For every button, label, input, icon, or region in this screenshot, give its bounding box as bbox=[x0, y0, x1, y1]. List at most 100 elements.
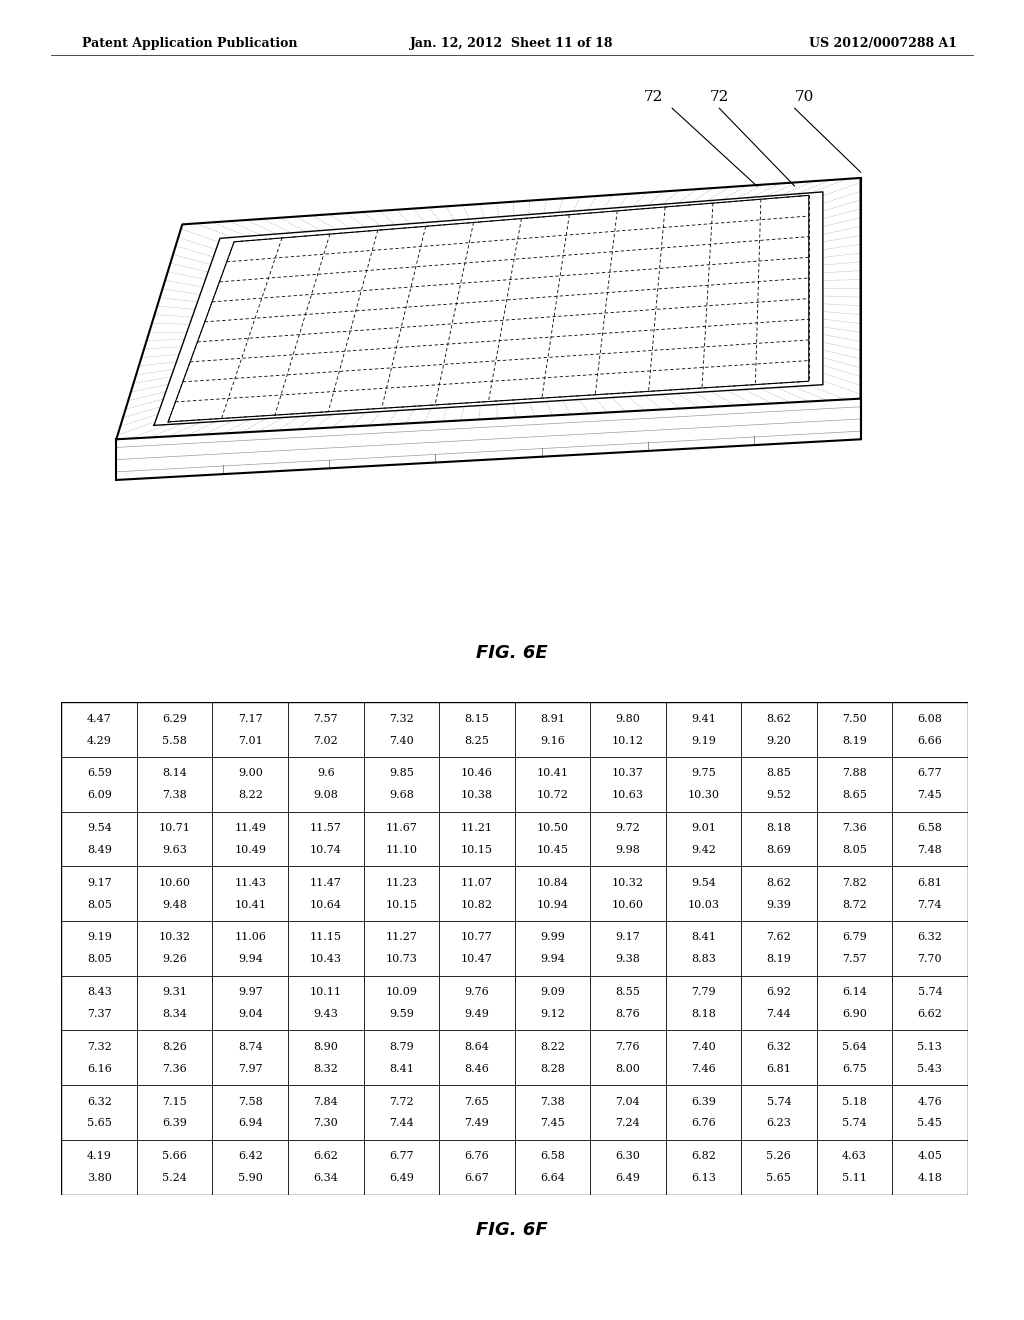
Text: 8.28: 8.28 bbox=[540, 1064, 565, 1073]
Text: 6.62: 6.62 bbox=[918, 1008, 942, 1019]
Text: 5.64: 5.64 bbox=[842, 1041, 867, 1052]
Text: 9.99: 9.99 bbox=[540, 932, 565, 942]
Text: 10.15: 10.15 bbox=[385, 900, 418, 909]
Text: 8.79: 8.79 bbox=[389, 1041, 414, 1052]
Text: 10.32: 10.32 bbox=[159, 932, 190, 942]
Text: 9.63: 9.63 bbox=[162, 845, 187, 855]
Text: 6.67: 6.67 bbox=[465, 1173, 489, 1183]
Text: 8.05: 8.05 bbox=[842, 845, 867, 855]
Text: 10.11: 10.11 bbox=[309, 987, 342, 997]
Text: 7.82: 7.82 bbox=[842, 878, 866, 888]
Text: 7.45: 7.45 bbox=[540, 1118, 564, 1129]
Text: 7.40: 7.40 bbox=[691, 1041, 716, 1052]
Text: 10.71: 10.71 bbox=[159, 824, 190, 833]
Text: 5.26: 5.26 bbox=[766, 1151, 792, 1162]
Text: 6.77: 6.77 bbox=[389, 1151, 414, 1162]
Text: 9.98: 9.98 bbox=[615, 845, 640, 855]
Text: 9.09: 9.09 bbox=[540, 987, 565, 997]
Text: 10.73: 10.73 bbox=[385, 954, 417, 965]
Text: 10.46: 10.46 bbox=[461, 768, 493, 779]
Text: 11.47: 11.47 bbox=[310, 878, 342, 888]
Text: 7.48: 7.48 bbox=[918, 845, 942, 855]
Text: 11.07: 11.07 bbox=[461, 878, 493, 888]
Text: 5.11: 5.11 bbox=[842, 1173, 867, 1183]
Text: 5.74: 5.74 bbox=[918, 987, 942, 997]
Text: 4.19: 4.19 bbox=[87, 1151, 112, 1162]
Text: Patent Application Publication: Patent Application Publication bbox=[82, 37, 297, 50]
Text: 72: 72 bbox=[644, 90, 663, 104]
Text: 9.31: 9.31 bbox=[162, 987, 187, 997]
Text: 9.6: 9.6 bbox=[316, 768, 335, 779]
Text: 9.01: 9.01 bbox=[691, 824, 716, 833]
Text: 8.69: 8.69 bbox=[766, 845, 792, 855]
Text: 7.57: 7.57 bbox=[313, 714, 338, 723]
Text: 6.79: 6.79 bbox=[842, 932, 866, 942]
Text: 6.76: 6.76 bbox=[691, 1118, 716, 1129]
Text: 7.15: 7.15 bbox=[163, 1097, 187, 1106]
Text: 9.38: 9.38 bbox=[615, 954, 640, 965]
Text: 7.30: 7.30 bbox=[313, 1118, 338, 1129]
Text: 11.57: 11.57 bbox=[310, 824, 342, 833]
Text: 7.01: 7.01 bbox=[238, 735, 262, 746]
Text: 3.80: 3.80 bbox=[87, 1173, 112, 1183]
Text: 5.74: 5.74 bbox=[767, 1097, 792, 1106]
Text: 9.49: 9.49 bbox=[464, 1008, 489, 1019]
Text: 10.64: 10.64 bbox=[309, 900, 342, 909]
Text: 10.47: 10.47 bbox=[461, 954, 493, 965]
Text: 9.17: 9.17 bbox=[87, 878, 112, 888]
Text: 7.57: 7.57 bbox=[842, 954, 866, 965]
Text: 9.54: 9.54 bbox=[691, 878, 716, 888]
Text: 5.65: 5.65 bbox=[766, 1173, 792, 1183]
Text: 7.45: 7.45 bbox=[918, 791, 942, 800]
Text: 7.88: 7.88 bbox=[842, 768, 866, 779]
Text: 8.62: 8.62 bbox=[766, 714, 792, 723]
Text: 10.49: 10.49 bbox=[234, 845, 266, 855]
Text: 8.41: 8.41 bbox=[691, 932, 716, 942]
Text: 9.80: 9.80 bbox=[615, 714, 640, 723]
Text: 4.63: 4.63 bbox=[842, 1151, 867, 1162]
Text: 10.50: 10.50 bbox=[537, 824, 568, 833]
Text: 8.90: 8.90 bbox=[313, 1041, 338, 1052]
Text: 7.24: 7.24 bbox=[615, 1118, 640, 1129]
Text: 11.23: 11.23 bbox=[385, 878, 418, 888]
Text: 10.63: 10.63 bbox=[611, 791, 644, 800]
Text: 6.30: 6.30 bbox=[615, 1151, 640, 1162]
Text: 8.65: 8.65 bbox=[842, 791, 867, 800]
Text: 9.19: 9.19 bbox=[87, 932, 112, 942]
Text: 7.38: 7.38 bbox=[540, 1097, 564, 1106]
Text: 8.18: 8.18 bbox=[766, 824, 792, 833]
Text: 7.40: 7.40 bbox=[389, 735, 414, 746]
Text: 4.76: 4.76 bbox=[918, 1097, 942, 1106]
Text: 8.34: 8.34 bbox=[162, 1008, 187, 1019]
Text: US 2012/0007288 A1: US 2012/0007288 A1 bbox=[809, 37, 957, 50]
Text: 6.92: 6.92 bbox=[766, 987, 792, 997]
Text: 7.58: 7.58 bbox=[238, 1097, 262, 1106]
Text: 4.18: 4.18 bbox=[918, 1173, 942, 1183]
Text: 9.59: 9.59 bbox=[389, 1008, 414, 1019]
Text: 9.04: 9.04 bbox=[238, 1008, 263, 1019]
Text: 9.20: 9.20 bbox=[766, 735, 792, 746]
Text: 8.91: 8.91 bbox=[540, 714, 565, 723]
Text: 6.16: 6.16 bbox=[87, 1064, 112, 1073]
Text: 7.38: 7.38 bbox=[163, 791, 187, 800]
Text: 6.09: 6.09 bbox=[87, 791, 112, 800]
Text: 5.74: 5.74 bbox=[842, 1118, 866, 1129]
Text: 10.60: 10.60 bbox=[611, 900, 644, 909]
Text: 7.70: 7.70 bbox=[918, 954, 942, 965]
Text: 8.14: 8.14 bbox=[162, 768, 187, 779]
Text: 9.72: 9.72 bbox=[615, 824, 640, 833]
Text: 6.76: 6.76 bbox=[465, 1151, 489, 1162]
Text: 6.77: 6.77 bbox=[918, 768, 942, 779]
Text: 9.97: 9.97 bbox=[238, 987, 262, 997]
Text: 6.81: 6.81 bbox=[918, 878, 942, 888]
Text: 10.37: 10.37 bbox=[612, 768, 644, 779]
Text: 11.06: 11.06 bbox=[234, 932, 266, 942]
Text: 6.42: 6.42 bbox=[238, 1151, 263, 1162]
Text: 6.58: 6.58 bbox=[918, 824, 942, 833]
Text: 11.49: 11.49 bbox=[234, 824, 266, 833]
Text: 10.41: 10.41 bbox=[537, 768, 568, 779]
Text: 7.84: 7.84 bbox=[313, 1097, 338, 1106]
Text: 8.74: 8.74 bbox=[238, 1041, 262, 1052]
Text: 7.37: 7.37 bbox=[87, 1008, 112, 1019]
Text: 11.43: 11.43 bbox=[234, 878, 266, 888]
